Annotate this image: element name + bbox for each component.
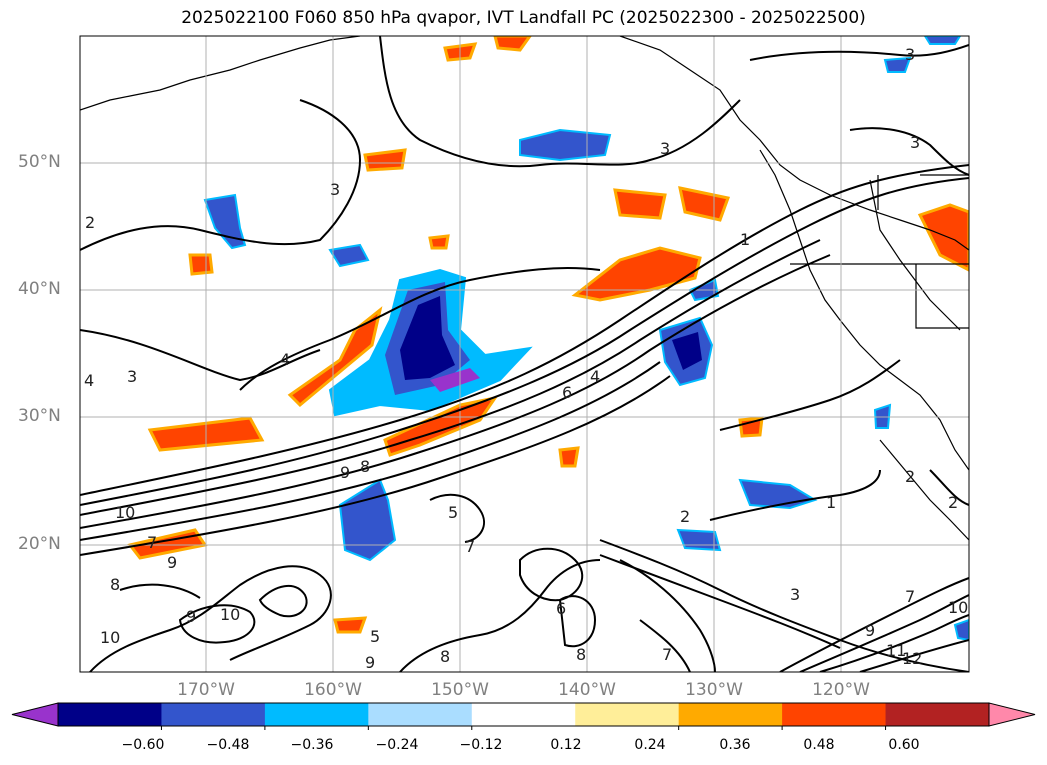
colorbar-frame — [57, 702, 990, 727]
contour-label: 3 — [790, 585, 800, 604]
colorbar-tick-label: −0.12 — [459, 737, 503, 753]
contour-label: 9 — [865, 621, 875, 640]
contour-labels: 3 3 2 3 1 4 3 4 9 8 10 7 9 10 9 10 5 5 7… — [84, 45, 968, 672]
contour-label: 6 — [556, 599, 566, 618]
lat-label-50n: 50°N — [18, 152, 61, 172]
lat-label-30n: 30°N — [18, 406, 61, 426]
colorbar-tick-label: 0.60 — [888, 737, 920, 753]
contour-label: 2 — [948, 493, 958, 512]
contour-label: 9 — [167, 553, 177, 572]
contour-label: 2 — [680, 507, 690, 526]
colorbar-swatch — [161, 703, 266, 726]
contour-label: 2 — [905, 467, 915, 486]
colorbar-tick-label: 0.36 — [719, 737, 751, 753]
colorbar-extend-max — [988, 702, 1036, 727]
map-frame — [79, 35, 970, 673]
contour-label: 10 — [100, 628, 120, 647]
lon-label-140w: 140°W — [558, 680, 616, 700]
contour-label: 8 — [440, 647, 450, 666]
colorbar-swatch — [471, 703, 576, 726]
colorbar-swatch — [58, 703, 162, 726]
lon-label-130w: 130°W — [685, 680, 743, 700]
contour-label: 12 — [902, 649, 922, 668]
contour-label: 8 — [360, 457, 370, 476]
ivt-contours — [80, 36, 969, 672]
contour-label: 5 — [448, 503, 458, 522]
contour-label: 5 — [370, 627, 380, 646]
contour-label: 2 — [85, 213, 95, 232]
contour-label: 9 — [186, 607, 196, 626]
contour-label: 3 — [905, 45, 915, 64]
contour-label: 4 — [84, 371, 94, 390]
lat-label-20n: 20°N — [18, 534, 61, 554]
contour-label: 11 — [886, 641, 906, 660]
colorbar-swatch — [885, 703, 990, 726]
contour-label: 9 — [365, 653, 375, 672]
contour-label: 7 — [465, 537, 475, 556]
contour-label: 3 — [330, 180, 340, 199]
contour-label: 8 — [576, 645, 586, 664]
contour-label: 10 — [220, 605, 240, 624]
negative-shading — [203, 36, 969, 642]
contour-label: 7 — [662, 645, 672, 664]
colorbar-tick-label: −0.48 — [206, 737, 250, 753]
lon-label-170w: 170°W — [177, 680, 235, 700]
colorbar-extend-min — [11, 702, 59, 727]
contour-label: 4 — [280, 350, 290, 369]
map-content: 3 3 2 3 1 4 3 4 9 8 10 7 9 10 9 10 5 5 7… — [80, 36, 969, 672]
lon-label-120w: 120°W — [812, 680, 870, 700]
contour-label: 7 — [905, 587, 915, 606]
colorbar-tick-label: −0.36 — [290, 737, 334, 753]
contour-label: 7 — [147, 533, 157, 552]
contour-label: 6 — [562, 383, 572, 402]
lat-label-40n: 40°N — [18, 279, 61, 299]
lon-label-160w: 160°W — [304, 680, 362, 700]
positive-shading — [127, 36, 969, 634]
contour-label: 1 — [826, 493, 836, 512]
colorbar-swatch — [264, 703, 369, 726]
lon-label-150w: 150°W — [431, 680, 489, 700]
contour-label: 8 — [110, 575, 120, 594]
colorbar-swatch — [575, 703, 680, 726]
map-title: 2025022100 F060 850 hPa qvapor, IVT Land… — [181, 8, 866, 28]
contour-label: 1 — [740, 230, 750, 249]
contour-label: 10 — [115, 503, 135, 522]
contour-label: 3 — [910, 133, 920, 152]
colorbar-tick-label: −0.60 — [121, 737, 165, 753]
contour-label: 10 — [948, 598, 968, 617]
contour-label: 3 — [127, 367, 137, 386]
colorbar-swatch — [678, 703, 783, 726]
colorbar-tick-label: −0.24 — [375, 737, 419, 753]
contour-label: 3 — [660, 139, 670, 158]
contour-label: 9 — [340, 463, 350, 482]
contour-label: 4 — [590, 367, 600, 386]
colorbar-swatch — [782, 703, 887, 726]
colorbar-tick-label: 0.24 — [634, 737, 666, 753]
coastlines — [80, 36, 969, 541]
gridlines — [80, 36, 969, 672]
colorbar-swatch — [368, 703, 473, 726]
colorbar-tick-label: 0.12 — [550, 737, 582, 753]
colorbar-tick-label: 0.48 — [803, 737, 835, 753]
colorbar — [11, 702, 1036, 730]
